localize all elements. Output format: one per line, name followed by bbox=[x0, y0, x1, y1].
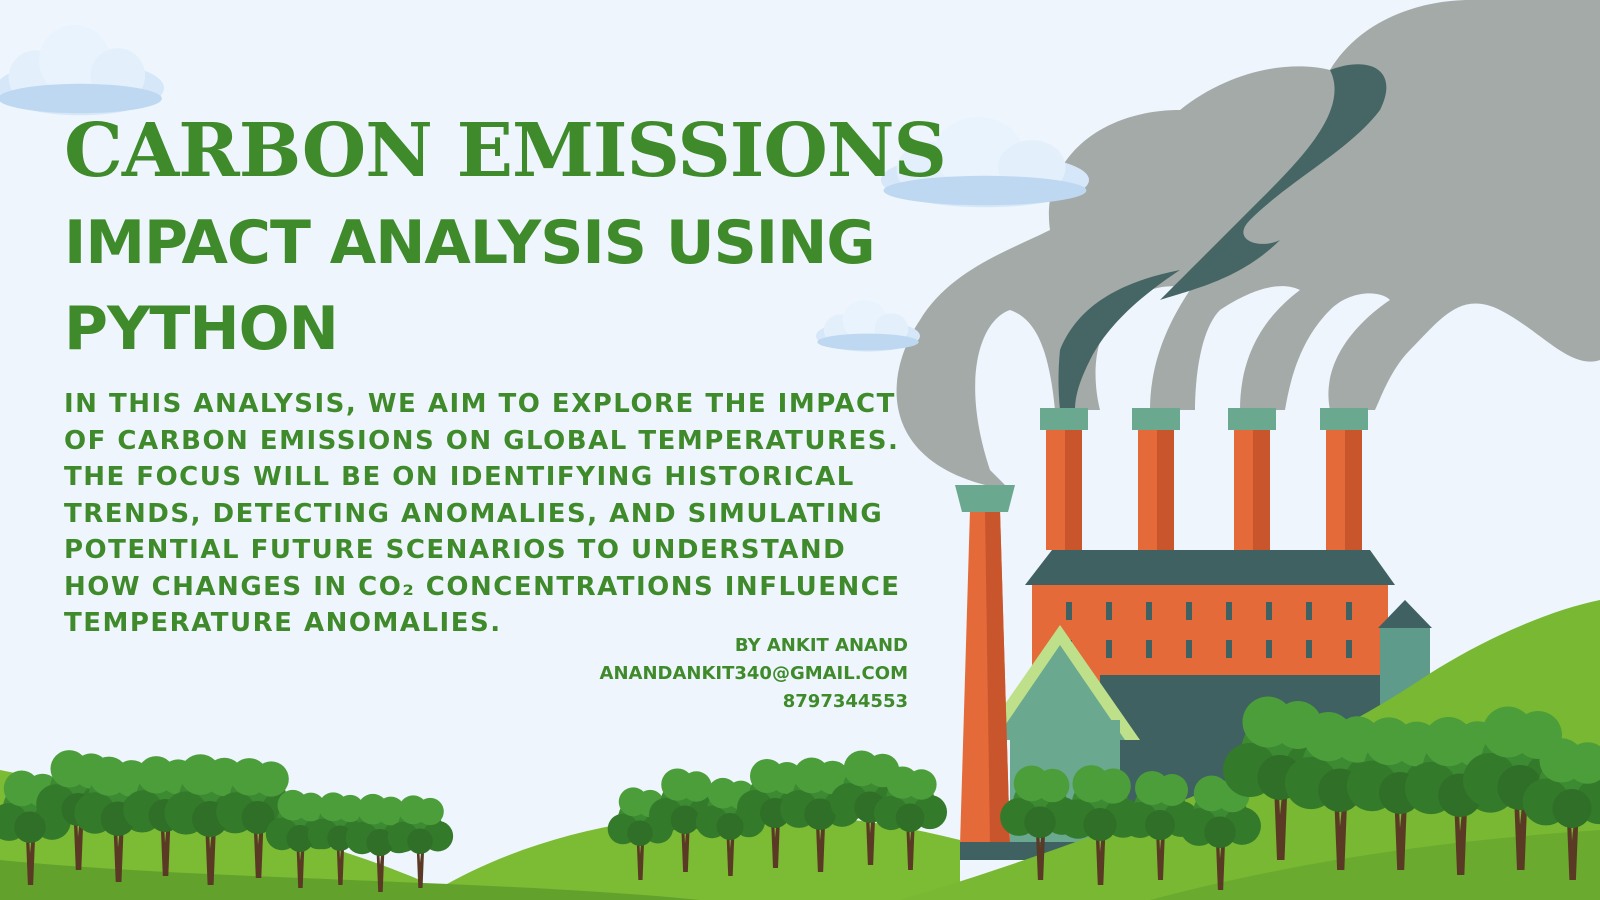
author: BY ANKIT ANAND bbox=[734, 635, 908, 656]
hill-right bbox=[900, 600, 1600, 900]
hill-center bbox=[420, 813, 960, 900]
credits: BY ANKIT ANAND ANANDANKIT340@GMAIL.COM 8… bbox=[600, 632, 908, 716]
email: ANANDANKIT340@GMAIL.COM bbox=[599, 663, 908, 684]
description: IN THIS ANALYSIS, WE AIM TO EXPLORE THE … bbox=[64, 389, 901, 638]
phone: 8797344553 bbox=[782, 691, 908, 712]
title-line-2: IMPACT ANALYSIS USING PYTHON bbox=[64, 208, 876, 364]
title-line-1: CARBON EMISSIONS bbox=[64, 108, 947, 194]
smoke bbox=[896, 0, 1600, 490]
